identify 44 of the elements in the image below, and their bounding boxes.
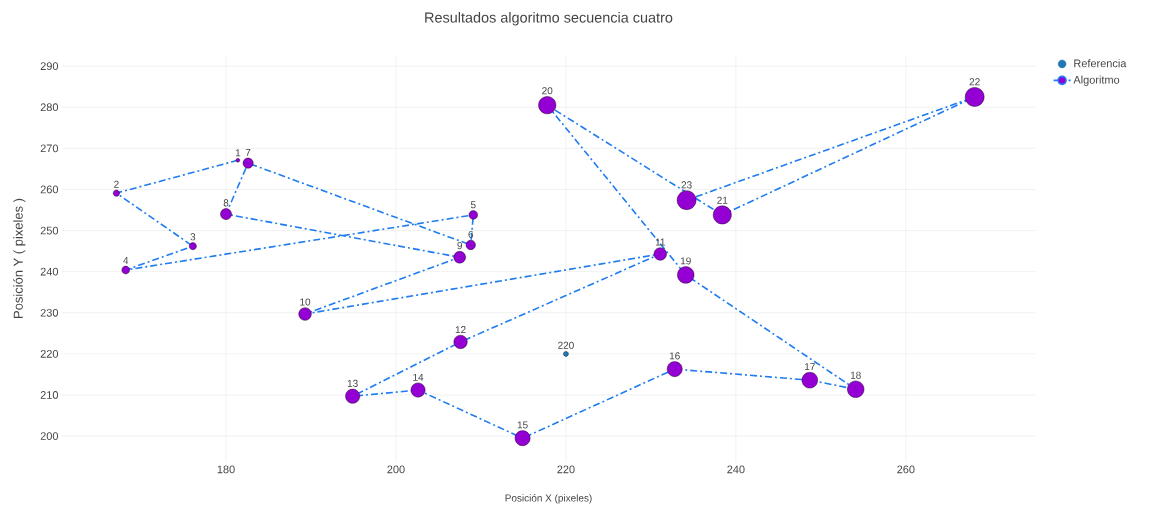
y-tick-label: 250: [40, 226, 59, 235]
x-tick-label: 180: [217, 465, 235, 474]
annotation: 6: [468, 230, 474, 238]
y-tick-label: 280: [40, 103, 59, 112]
annotation: 4: [123, 257, 129, 264]
y-tick-label: 200: [40, 432, 59, 440]
annotation: 8: [223, 199, 229, 207]
x-tick-label: 220: [557, 465, 575, 474]
annotation: 19: [680, 257, 691, 265]
data-label: 220: [558, 341, 574, 349]
y-tick-label: 220: [40, 350, 59, 358]
annotation: 22: [969, 78, 980, 86]
legend-label: Referencia: [1074, 59, 1127, 68]
annotation: 12: [455, 326, 466, 334]
x-axis-title: Posición X (pixeles): [505, 494, 592, 504]
annotation: 10: [300, 298, 311, 306]
y-tick-label: 260: [40, 185, 59, 194]
annotation: 15: [517, 421, 528, 429]
x-tick-label: 200: [387, 465, 405, 474]
annotation: 13: [347, 379, 358, 387]
annotation: 11: [655, 238, 665, 246]
annotation: 2: [114, 180, 119, 188]
annotation: 7: [245, 148, 251, 156]
y-tick-label: 230: [40, 308, 59, 317]
annotation: 1: [235, 149, 241, 157]
annotation: 14: [413, 373, 424, 381]
chart-title: Resultados algoritmo secuencia cuatro: [425, 12, 673, 26]
annotation: 17: [805, 363, 815, 371]
y-tick-label: 290: [40, 62, 59, 70]
x-tick-label: 240: [727, 465, 745, 474]
x-tick-label: 260: [897, 465, 915, 474]
annotation: 20: [542, 87, 553, 95]
annotation: 18: [850, 371, 861, 379]
y-axis-title: Posición Y ( pixeles ): [13, 198, 26, 318]
y-tick-label: 210: [40, 391, 59, 399]
annotation: 21: [717, 196, 728, 204]
annotation: 16: [669, 352, 680, 360]
y-tick-label: 240: [40, 267, 59, 276]
annotation: 3: [190, 233, 196, 241]
annotation: 23: [681, 181, 692, 189]
annotation: 9: [457, 242, 463, 250]
annotation: 5: [470, 201, 476, 209]
y-tick-label: 270: [40, 144, 59, 153]
legend-label: Algoritmo: [1073, 75, 1120, 86]
